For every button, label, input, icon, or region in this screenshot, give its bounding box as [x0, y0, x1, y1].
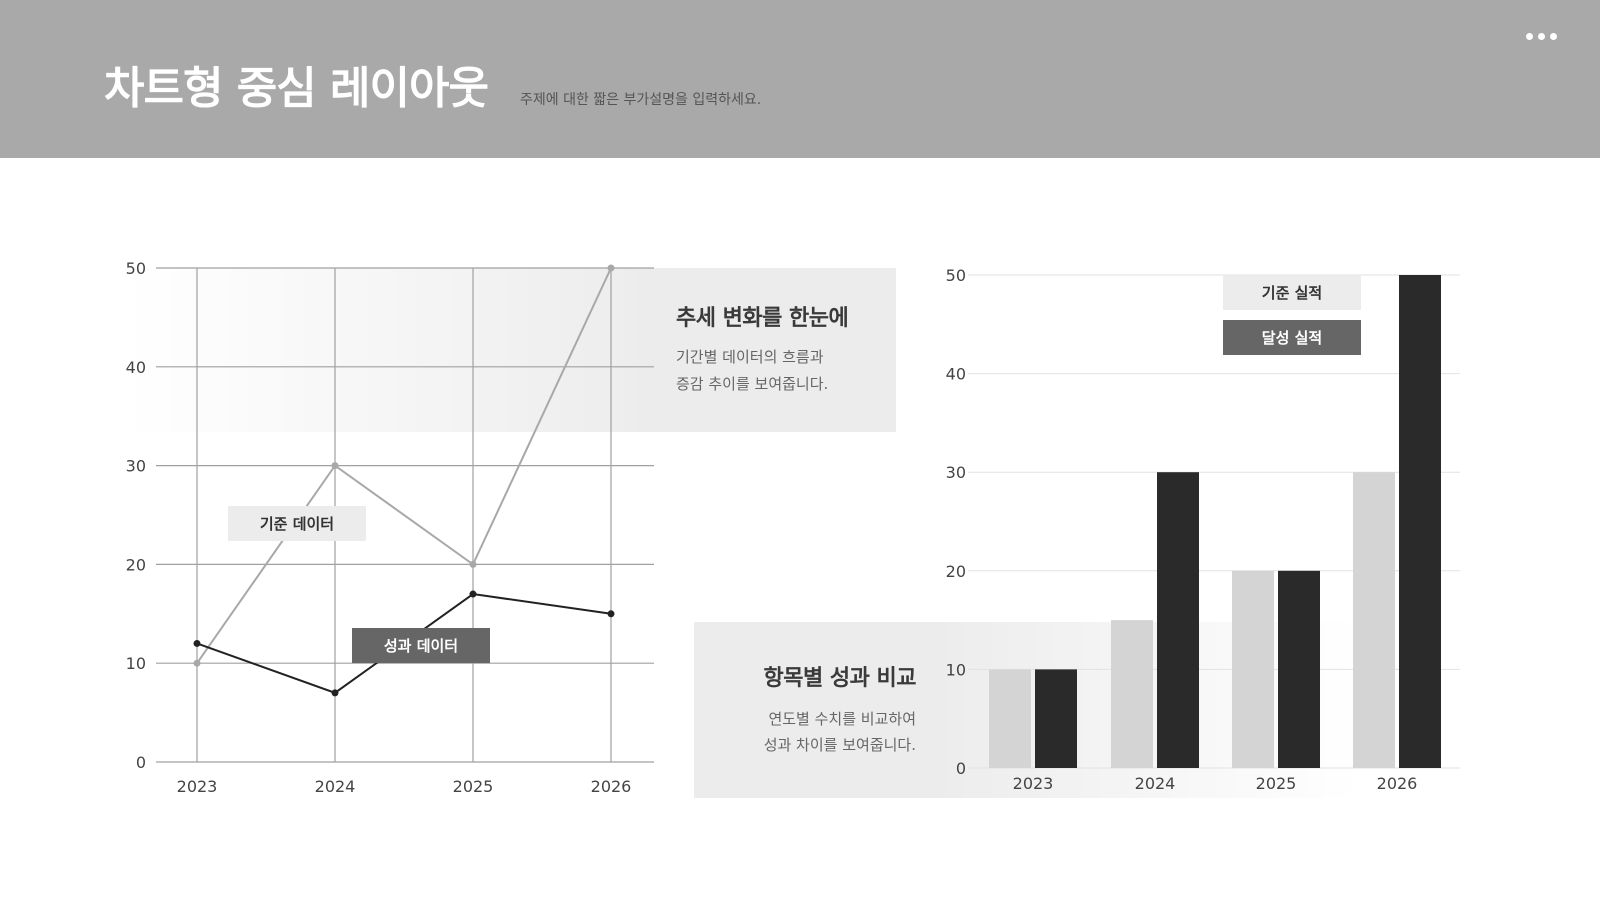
line-series-1	[196, 267, 612, 664]
bar-chart-y-tick: 30	[946, 463, 966, 482]
line-series-label-box	[228, 506, 366, 541]
bar-legend-box	[1223, 320, 1361, 355]
line-chart-x-tick: 2026	[591, 777, 632, 796]
line-chart-x-tick: 2023	[177, 777, 218, 796]
line-chart-y-tick: 40	[126, 358, 146, 377]
trend-card-fade	[126, 268, 656, 432]
more-options-icon[interactable]	[1522, 28, 1562, 46]
line-series-1-point	[607, 264, 615, 272]
bar-chart-y-tick: 0	[956, 759, 966, 778]
bar-legend-label: 달성 실적	[1262, 329, 1322, 347]
page-subtitle: 주제에 대한 짧은 부가설명을 입력하세요.	[520, 92, 762, 108]
line-chart-y-tick: 50	[126, 259, 146, 278]
bar-2	[1035, 669, 1077, 768]
bar-chart-x-tick: 2025	[1256, 774, 1297, 793]
trend-card-line-1: 기간별 데이터의 흐름과	[676, 348, 824, 366]
bar-2	[1157, 472, 1199, 768]
compare-card-line-1: 연도별 수치를 비교하여	[768, 710, 916, 728]
header-banner	[0, 0, 1600, 158]
line-series-2-point	[469, 590, 477, 598]
bar-1	[1111, 620, 1153, 768]
bar-chart-x-tick: 2024	[1135, 774, 1176, 793]
bar-2	[1278, 570, 1320, 768]
bar-chart-y-tick: 10	[946, 660, 966, 679]
trend-card-heading: 추세 변화를 한눈에	[676, 306, 849, 331]
trend-card-line-2: 증감 추이를 보여줍니다.	[676, 375, 829, 393]
line-series-1-point	[469, 560, 477, 568]
bar-1	[1232, 570, 1274, 768]
trend-info-card: 추세 변화를 한눈에 기간별 데이터의 흐름과 증감 추이를 보여줍니다.	[656, 268, 896, 432]
line-series-2-point	[193, 639, 201, 647]
compare-card-text: 연도별 수치를 비교하여 성과 차이를 보여줍니다.	[764, 706, 916, 758]
line-chart-x-tick: 2024	[315, 777, 356, 796]
line-chart-y-tick: 10	[126, 654, 146, 673]
line-chart-x-tick: 2025	[453, 777, 494, 796]
line-chart-y-tick: 30	[126, 457, 146, 476]
compare-card-line-2: 성과 차이를 보여줍니다.	[763, 736, 916, 754]
line-chart-y-tick: 20	[126, 555, 146, 574]
trend-card-text: 기간별 데이터의 흐름과 증감 추이를 보여줍니다.	[676, 344, 828, 398]
compare-card-heading: 항목별 성과 비교	[763, 666, 917, 691]
line-series-2-point	[607, 610, 615, 618]
line-series-label: 성과 데이터	[384, 637, 458, 655]
page-title: 차트형 중심 레이아웃	[104, 63, 489, 114]
line-series-2-point	[331, 689, 339, 697]
bar-legend-box	[1223, 275, 1361, 310]
bar-chart-y-tick: 50	[946, 266, 966, 285]
line-series-1-point	[193, 659, 201, 667]
bar-legend-label: 기준 실적	[1262, 284, 1322, 302]
bar-chart-y-tick: 20	[946, 562, 966, 581]
bar-chart-y-tick: 40	[946, 365, 966, 384]
bar-chart-x-tick: 2023	[1013, 774, 1054, 793]
bar-2	[1399, 275, 1441, 768]
line-series-label-box	[352, 628, 490, 663]
bar-chart-x-tick: 2026	[1377, 774, 1418, 793]
bar-1	[989, 669, 1031, 768]
line-series-1-point	[331, 462, 339, 470]
line-chart-y-tick: 0	[136, 753, 146, 772]
compare-info-card: 항목별 성과 비교 연도별 수치를 비교하여 성과 차이를 보여줍니다.	[694, 622, 934, 798]
bar-1	[1353, 472, 1395, 768]
line-series-label: 기준 데이터	[260, 515, 334, 533]
